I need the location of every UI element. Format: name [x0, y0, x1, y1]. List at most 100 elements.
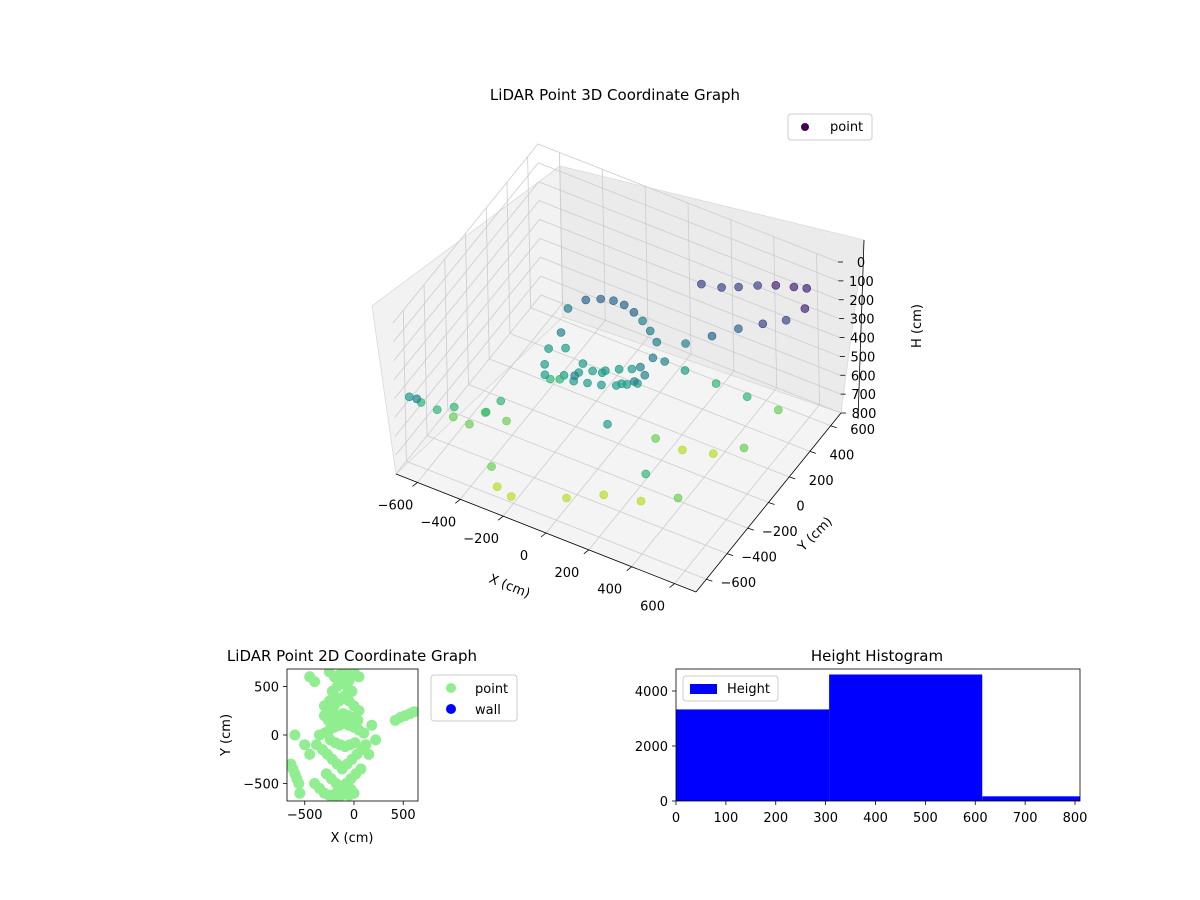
z-tick-label-3d: 800 — [852, 407, 877, 422]
point-3d — [561, 343, 570, 353]
point-3d — [556, 328, 566, 337]
point-3d — [555, 374, 565, 384]
grid-line — [530, 307, 831, 427]
point-3d — [680, 366, 690, 375]
histogram-bars — [676, 674, 1080, 801]
x-tick-3d — [626, 566, 632, 572]
x-tick-3d — [669, 583, 675, 588]
point-3d — [562, 493, 571, 503]
chart-3d: LiDAR Point 3D Coordinate Graph −600 −400… — [371, 86, 925, 615]
point-3d — [717, 283, 726, 292]
grid-line — [392, 143, 839, 324]
grid-line — [509, 332, 811, 452]
x-tick-label-2d: 0 — [350, 808, 358, 823]
legend-3d-label: point — [830, 120, 863, 135]
point-3d — [800, 304, 810, 313]
legend-2d-marker-point — [446, 683, 456, 693]
point-3d — [570, 371, 580, 381]
point-3d — [802, 283, 812, 293]
x-tick-3d — [540, 532, 547, 538]
x-axis-label-2d: X (cm) — [331, 831, 374, 846]
point-3d — [596, 294, 606, 304]
point-2d — [346, 685, 358, 697]
x-tick-3d — [412, 482, 418, 487]
point-3d — [781, 315, 791, 325]
histogram-bar — [982, 796, 1080, 801]
y-tick-label-3d: 600 — [850, 423, 875, 438]
y-tick-label-3d: −200 — [762, 525, 798, 540]
point-2d — [408, 706, 418, 718]
x-tick-label-hist: 700 — [1013, 811, 1038, 826]
y-tick-3d — [706, 578, 713, 582]
grid-line — [394, 219, 840, 399]
point-3d — [641, 469, 651, 479]
point-2d — [294, 787, 306, 799]
z-tick-label-3d: 500 — [850, 350, 875, 365]
point-2d — [363, 748, 375, 760]
point-3d — [492, 482, 502, 492]
chart-3d-title: LiDAR Point 3D Coordinate Graph — [490, 86, 740, 104]
ticks-3d: −600 −400 −200 0 200 400 600 −600 −400 −200 0 200 40… — [378, 256, 877, 615]
histogram-ticks: 0 100 200 300 400 500 600 700 800 0 2000 4000 — [635, 685, 1088, 826]
point-2d — [348, 787, 360, 799]
x-tick-label-3d: −400 — [420, 515, 456, 530]
legend-histogram: Height — [682, 675, 779, 702]
z-tick-label-3d: 100 — [849, 275, 874, 290]
y-tick-label-hist: 4000 — [635, 685, 668, 700]
y-tick-label-3d: −400 — [741, 551, 777, 566]
point-3d — [502, 416, 511, 426]
point-3d — [758, 319, 768, 329]
point-3d — [636, 496, 646, 506]
point-3d — [617, 379, 626, 389]
x-tick-label-3d: 600 — [640, 600, 665, 615]
point-3d — [739, 443, 749, 453]
grid-line — [394, 256, 841, 437]
point-3d — [753, 281, 763, 290]
z-axis-line — [857, 239, 865, 420]
x-tick-3d — [497, 515, 504, 521]
point-3d — [563, 304, 573, 313]
x-tick-label-hist: 200 — [763, 811, 788, 826]
ticks-2d: −500 0 500 −500 0 500 — [243, 680, 415, 823]
histogram-frame — [675, 668, 1081, 802]
grid-line — [393, 200, 840, 380]
point-3d — [771, 280, 781, 290]
y-tick-3d — [726, 553, 734, 557]
y-tick-3d — [747, 527, 754, 531]
point-3d — [432, 405, 442, 415]
point-3d — [734, 282, 743, 292]
point-3d — [652, 337, 662, 347]
grid-line — [393, 181, 839, 362]
point-2d — [309, 676, 321, 688]
point-3d — [614, 364, 624, 374]
point-2d — [370, 734, 382, 746]
grid-3d — [392, 143, 842, 584]
y-tick-label-2d: −500 — [243, 778, 279, 793]
y-axis-label-3d: Y (cm) — [795, 514, 836, 555]
legend-2d: point wall — [430, 674, 518, 722]
grid-line — [395, 294, 842, 475]
point-3d — [681, 339, 690, 348]
chart-2d: LiDAR Point 2D Coordinate Graph −500 0 500… — [219, 647, 518, 846]
z-tick-label-3d: 200 — [849, 294, 874, 309]
point-3d — [734, 324, 743, 334]
point-3d — [651, 434, 660, 443]
point-3d — [636, 362, 645, 372]
grid-line — [394, 237, 841, 418]
x-tick-label-2d: −500 — [287, 808, 323, 823]
x-tick-label-hist: 500 — [913, 811, 938, 826]
points-3d — [404, 279, 812, 506]
point-3d — [697, 279, 706, 289]
point-3d — [711, 379, 721, 388]
point-3d — [660, 357, 670, 366]
y-tick-label-3d: 400 — [830, 448, 855, 463]
point-3d — [597, 380, 606, 390]
grid-line — [674, 404, 820, 584]
point-3d — [481, 407, 491, 417]
grid-line — [631, 387, 778, 567]
x-tick-label-hist: 0 — [672, 811, 680, 826]
x-tick-label-hist: 300 — [813, 811, 838, 826]
point-3d — [603, 419, 612, 429]
points-2d — [287, 669, 418, 801]
